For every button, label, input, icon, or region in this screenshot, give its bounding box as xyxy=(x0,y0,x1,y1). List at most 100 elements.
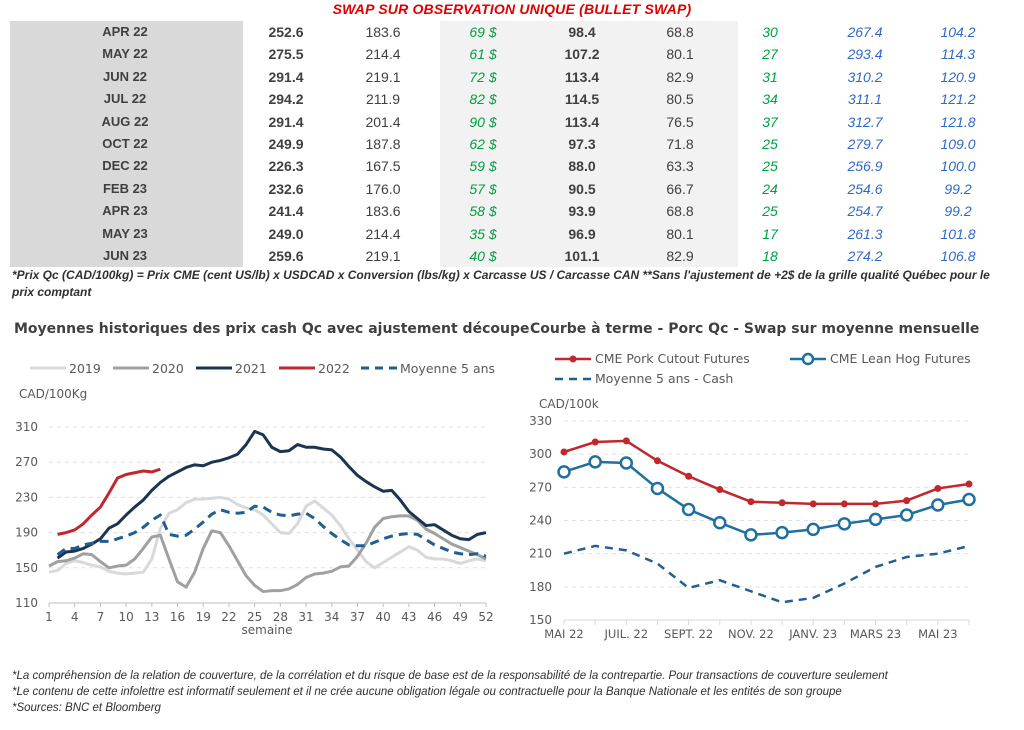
value-cell: 261.3 xyxy=(847,225,883,242)
y-tick-label: 330 xyxy=(529,414,552,428)
footnote-sources: *Sources: BNC et Bloomberg xyxy=(12,702,161,714)
data-point xyxy=(619,456,634,470)
value-cell: 252.6 xyxy=(268,24,304,40)
value-cell: 219.1 xyxy=(365,68,401,85)
x-tick-label: 1 xyxy=(45,610,53,624)
value-cell: 18 xyxy=(762,248,778,264)
value-cell: 121.8 xyxy=(940,113,976,130)
value-cell: 167.5 xyxy=(365,158,401,175)
value-cell: 113.4 xyxy=(564,113,600,130)
value-cell: 24 xyxy=(762,180,778,197)
y-tick-label: 210 xyxy=(529,547,552,561)
value-cell: 30 xyxy=(762,24,778,40)
x-tick-label: 52 xyxy=(478,610,493,624)
value-cell: 107.2 xyxy=(564,46,600,63)
value-cell: 25 xyxy=(762,158,778,175)
data-point xyxy=(872,500,880,508)
value-cell: 99.2 xyxy=(944,203,972,220)
value-cell: 241.4 xyxy=(268,203,304,220)
x-tick-label: 25 xyxy=(247,610,262,624)
legend-marker xyxy=(801,352,815,366)
value-cell: 71.8 xyxy=(666,136,694,152)
x-tick-label: 28 xyxy=(273,610,288,624)
value-cell: 82.9 xyxy=(666,248,694,264)
x-tick-label: 13 xyxy=(144,610,159,624)
value-cell: 68.8 xyxy=(666,24,694,40)
data-point xyxy=(934,484,942,492)
value-cell: 291.4 xyxy=(268,68,304,85)
data-point xyxy=(778,499,786,507)
value-cell: 114.5 xyxy=(564,91,600,108)
x-tick-label: JANV. 23 xyxy=(788,627,837,641)
y-tick-label: 310 xyxy=(15,420,38,434)
legend-label: Moyenne 5 ans - Cash xyxy=(595,371,733,386)
month-cell: JUN 22 xyxy=(102,68,148,84)
value-cell: 58 $ xyxy=(469,203,497,220)
value-cell: 106.8 xyxy=(940,248,976,264)
value-cell: 72 $ xyxy=(469,68,497,85)
footnote-hedging: *La compréhension de la relation de couv… xyxy=(12,670,888,682)
month-cell: MAY 23 xyxy=(102,225,148,241)
table-title: SWAP SUR OBSERVATION UNIQUE (BULLET SWAP… xyxy=(332,1,692,17)
legend-label: CME Lean Hog Futures xyxy=(830,351,971,366)
value-cell: 114.3 xyxy=(941,46,975,63)
value-cell: 183.6 xyxy=(365,24,401,40)
x-tick-label: JUIL. 22 xyxy=(604,627,649,641)
shaded-columns-bg xyxy=(440,21,738,267)
value-cell: 279.7 xyxy=(847,136,883,152)
month-cell: MAY 22 xyxy=(102,46,148,62)
value-cell: 96.9 xyxy=(568,225,596,242)
x-tick-label: SEPT. 22 xyxy=(664,627,713,641)
value-cell: 214.4 xyxy=(365,225,401,242)
y-axis-unit: CAD/100Kg xyxy=(19,387,87,401)
series-line-2021 xyxy=(56,429,487,560)
value-cell: 57 $ xyxy=(469,180,497,197)
month-column-bg xyxy=(10,21,243,267)
x-tick-label: 4 xyxy=(71,610,79,624)
value-cell: 101.1 xyxy=(564,248,600,264)
value-cell: 311.1 xyxy=(848,91,882,108)
value-cell: 113.4 xyxy=(564,68,600,85)
series-line xyxy=(563,544,970,604)
value-cell: 294.2 xyxy=(268,91,304,108)
value-cell: 80.1 xyxy=(666,225,694,242)
value-cell: 37 xyxy=(762,113,778,130)
value-cell: 61 $ xyxy=(469,46,497,63)
legend-label: 2020 xyxy=(152,361,184,376)
value-cell: 275.5 xyxy=(268,46,304,63)
x-tick-label: MAI 23 xyxy=(918,627,957,641)
month-cell: JUL 22 xyxy=(103,91,147,107)
value-cell: 82 $ xyxy=(469,91,497,108)
value-cell: 25 xyxy=(762,136,778,152)
data-point xyxy=(557,465,571,479)
x-tick-label: 31 xyxy=(298,610,313,624)
data-point xyxy=(685,472,693,480)
left-chart-title: Moyennes historiques des prix cash Qc av… xyxy=(14,321,530,337)
value-cell: 25 xyxy=(762,203,778,220)
x-tick-label: 49 xyxy=(453,610,468,624)
y-tick-label: 270 xyxy=(15,455,38,469)
swap-table: APR 22 252.6 183.6 69 $ 98.4 68.8 30 267.4 104.2… xyxy=(10,21,1010,267)
value-cell: 63.3 xyxy=(666,158,694,175)
value-cell: 274.2 xyxy=(847,248,883,264)
value-cell: 256.9 xyxy=(847,158,883,175)
series-line-moyenne-5-ans xyxy=(56,504,487,558)
footnotes: *La compréhension de la relation de couv… xyxy=(12,668,888,716)
footnote-disclaimer: *Le contenu de cette infolettre est info… xyxy=(12,686,842,698)
value-cell: 80.1 xyxy=(666,46,694,63)
y-tick-label: 180 xyxy=(529,580,552,594)
value-cell: 68.8 xyxy=(666,203,694,220)
legend-label: 2022 xyxy=(318,361,350,376)
data-point xyxy=(591,438,599,446)
data-point xyxy=(809,500,817,508)
month-cell: DEC 22 xyxy=(102,158,148,174)
value-cell: 187.8 xyxy=(365,136,401,152)
value-cell: 99.2 xyxy=(944,180,972,197)
y-tick-label: 150 xyxy=(15,561,38,575)
value-cell: 121.2 xyxy=(940,91,976,108)
value-cell: 219.1 xyxy=(365,248,401,264)
data-point xyxy=(650,481,665,496)
value-cell: 291.4 xyxy=(268,113,304,130)
value-cell: 40 $ xyxy=(469,248,497,264)
x-axis-title: semaine xyxy=(242,623,293,637)
